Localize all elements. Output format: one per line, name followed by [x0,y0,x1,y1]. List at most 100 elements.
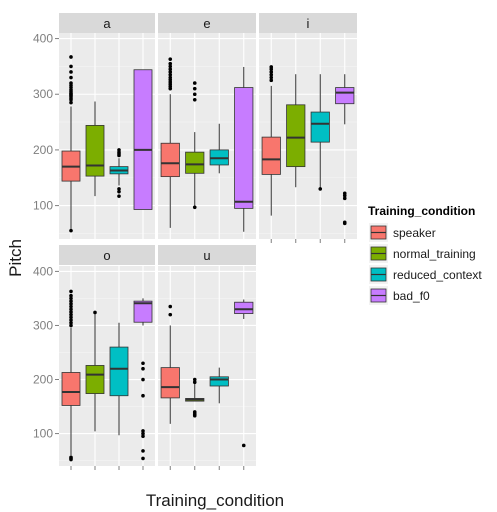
box-bad_f0 [133,298,153,461]
outlier-point [69,64,73,69]
outlier-point [192,81,197,85]
box-reduced_context [209,123,229,174]
legend-entry-reduced_context: reduced_context [369,265,482,284]
legend: Training_condition speaker normal_trainin… [368,204,482,305]
outlier-point [141,377,145,382]
outlier-point [168,72,173,77]
facet-strip [59,13,155,33]
facet-o: o 100 200 300 400 [33,245,155,470]
legend-entry-bad_f0: bad_f0 [369,286,430,305]
outlier-point [117,148,121,152]
outlier-point [168,64,173,69]
legend-label: bad_f0 [393,289,430,303]
box-speaker [61,289,81,462]
outlier-point [69,455,73,460]
box-reduced_context [209,367,229,404]
outlier-point [269,72,274,77]
outlier-point [168,67,173,71]
outlier-point [69,302,73,306]
legend-title: Training_condition [368,204,475,218]
outlier-point [69,312,73,317]
y-tick-label: 400 [33,264,53,278]
outlier-point [117,189,121,194]
box-body [85,125,105,177]
panel-background [59,266,155,466]
outlier-point [69,100,73,105]
outlier-point [141,393,145,398]
box-reduced_context [109,322,129,436]
facet-label: i [307,16,310,31]
panel-background [158,266,256,466]
outlier-point [69,318,73,322]
outlier-point [318,187,323,191]
box-reduced_context [310,74,330,191]
box-body [209,376,229,387]
box-body [61,372,81,406]
box-body [335,87,355,105]
outlier-point [69,323,73,328]
outlier-point [141,361,145,366]
outlier-point [69,228,73,233]
facet-label: o [103,248,110,263]
box-speaker [160,304,180,424]
box-bad_f0 [234,299,254,448]
facet-strip [59,245,155,265]
legend-entry-normal_training: normal_training [369,244,476,263]
box-body [261,136,281,175]
outlier-point [192,410,197,414]
box-body [160,367,180,399]
outlier-point [69,320,73,325]
outlier-point [117,194,121,198]
box-body [160,142,180,178]
outlier-point [69,70,73,74]
outlier-point [342,191,347,196]
box-body [310,111,330,143]
box-body [133,300,153,323]
box-speaker [261,65,281,216]
outlier-point [269,78,274,83]
legend-label: speaker [393,226,436,240]
y-tick-label: 300 [33,87,53,101]
outlier-point [342,196,347,201]
facet-i: i [259,13,357,243]
outlier-point [192,205,197,210]
outlier-point [342,220,347,225]
outlier-point [269,70,274,74]
outlier-point [69,55,73,59]
outlier-point [168,61,173,66]
outlier-point [168,57,173,61]
facet-strip [259,13,357,33]
outlier-point [192,92,197,97]
box-normal_training [85,101,105,197]
legend-label: normal_training [393,247,476,261]
facet-label: u [203,248,210,263]
outlier-point [192,377,197,382]
outlier-point [168,312,173,317]
box-body [185,151,205,174]
box-bad_f0 [234,66,254,232]
box-body [85,365,105,394]
outlier-point [269,65,274,69]
facet-strip [158,245,256,265]
outlier-point [69,310,73,314]
box-body [234,301,254,314]
facet-panels: a 100 200 300 400 e i o 100 200 300 400 u [33,13,357,470]
outlier-point [69,75,73,80]
y-tick-label: 400 [33,32,53,46]
box-body [286,104,306,168]
facet-e: e [158,13,256,239]
box-normal_training [85,310,105,432]
facet-strip [158,13,256,33]
outlier-point [269,75,274,80]
facet-a: a 100 200 300 400 [33,13,155,239]
y-tick-label: 100 [33,199,53,213]
outlier-point [69,296,73,301]
y-tick-label: 200 [33,143,53,157]
y-tick-label: 200 [33,373,53,387]
outlier-point [69,293,73,298]
outlier-point [69,307,73,312]
outlier-point [141,366,145,371]
outlier-point [69,299,73,303]
outlier-point [241,443,246,448]
